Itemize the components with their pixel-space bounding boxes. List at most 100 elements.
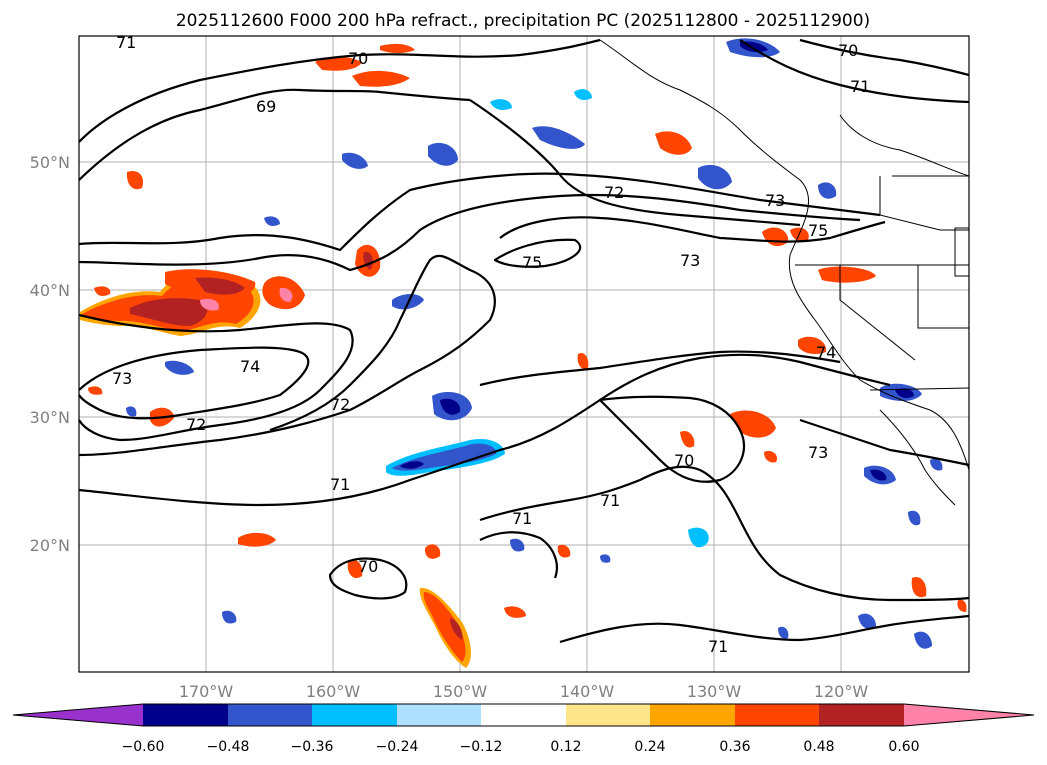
precip-blob — [279, 287, 293, 302]
precip-blob — [532, 126, 585, 149]
contour-label: 70 — [348, 49, 368, 68]
precip-blob — [870, 469, 887, 481]
lon-label: 130°W — [687, 682, 742, 701]
precip-blob — [764, 450, 778, 463]
contour-70-closed — [598, 395, 745, 483]
precip-blob — [126, 170, 144, 190]
contour-71-mid — [78, 353, 891, 507]
lat-label: 40°N — [30, 281, 70, 300]
precip-blob — [450, 618, 463, 640]
colorbar-tick-label: 0.36 — [719, 739, 750, 755]
colorbar-extend-high — [904, 704, 1034, 726]
precip-blob — [818, 182, 837, 199]
precip-blob — [930, 458, 943, 471]
contour-75 — [499, 216, 886, 243]
contour-75-closed — [493, 238, 582, 268]
precip-blob — [504, 606, 526, 618]
colorbar-segment — [397, 704, 481, 726]
precip-blob — [200, 298, 219, 311]
precip-blob — [222, 610, 237, 624]
colorbar-tick-label: 0.12 — [550, 739, 581, 755]
contour-label: 72 — [330, 395, 350, 414]
precip-blob — [264, 216, 280, 226]
precip-blob — [94, 286, 111, 296]
colorbar-segment — [566, 704, 650, 726]
map-background — [79, 36, 969, 672]
precip-blob — [400, 461, 424, 469]
colorbar-outline — [12, 703, 1035, 727]
lat-axis: 50°N 40°N 30°N 20°N — [30, 153, 70, 555]
us-mexico-border — [869, 387, 970, 391]
contour-71-ne — [739, 39, 970, 104]
contour-label: 69 — [256, 97, 276, 116]
precip-blob — [655, 131, 692, 155]
precip-blob — [342, 152, 368, 169]
colorbar-extend-low — [13, 704, 143, 726]
contour-label: 71 — [600, 491, 620, 510]
contour-label: 71 — [850, 77, 870, 96]
precip-blob — [352, 70, 410, 87]
contour-70-ne — [799, 38, 970, 77]
lon-label: 170°W — [179, 682, 234, 701]
contour-label: 71 — [512, 509, 532, 528]
precip-blob — [908, 510, 921, 526]
contour-73-east — [799, 418, 970, 467]
contour-label: 72 — [604, 183, 624, 202]
contour-label: 70 — [838, 41, 858, 60]
state-border-ca-nv — [839, 265, 916, 361]
contour-73-north — [469, 99, 801, 227]
lon-label: 120°W — [814, 682, 869, 701]
lon-label: 150°W — [433, 682, 488, 701]
colorbar-segment — [481, 704, 566, 726]
colorbar-tick-label: 0.48 — [803, 739, 834, 755]
lat-label: 50°N — [30, 153, 70, 172]
contour-71-south — [479, 465, 970, 602]
lat-label: 20°N — [30, 536, 70, 555]
precip-blob — [510, 538, 525, 552]
north-america-coastline — [599, 39, 970, 471]
precip-blob — [126, 406, 137, 417]
precip-blob — [858, 613, 876, 629]
precip-blob — [380, 43, 415, 53]
precip-blob — [577, 352, 589, 370]
lon-label: 160°W — [306, 682, 361, 701]
contour-label: 74 — [816, 343, 836, 362]
precip-blob — [238, 532, 276, 547]
colorbar-segment — [819, 704, 904, 726]
contour-69 — [78, 88, 471, 181]
coastlines — [599, 39, 970, 506]
contour-label: 71 — [116, 33, 136, 52]
refractivity-contours — [78, 38, 970, 644]
colorbar-segment — [143, 704, 228, 726]
precip-blob — [490, 99, 512, 110]
contour-label: 73 — [765, 191, 785, 210]
colorbar-tick-label: −0.48 — [207, 739, 250, 755]
precip-blob — [778, 626, 789, 639]
contour-labels: 71 70 69 72 73 75 75 73 74 73 74 72 72 7… — [112, 33, 870, 656]
contour-label: 75 — [808, 221, 828, 240]
precip-blob — [911, 576, 927, 598]
colorbar-ticks: −0.60 −0.48 −0.36 −0.24 −0.12 0.12 0.24 … — [122, 739, 920, 755]
precip-blob — [680, 430, 695, 448]
precip-blob — [88, 386, 103, 395]
precip-blob — [428, 142, 458, 166]
colorbar-tick-label: −0.12 — [460, 739, 503, 755]
contour-70-south — [328, 557, 408, 600]
contour-72-west — [78, 346, 310, 420]
baja-peninsula — [879, 409, 956, 506]
colorbar-tick-label: −0.60 — [122, 739, 165, 755]
contour-label: 72 — [186, 415, 206, 434]
contour-label: 73 — [680, 251, 700, 270]
precip-blob — [600, 554, 611, 563]
map-frame — [78, 35, 970, 673]
contour-73-mid — [479, 350, 841, 387]
precip-blob — [895, 388, 914, 398]
contour-72-b — [78, 193, 861, 272]
contour-71-loop — [479, 531, 558, 579]
lat-label: 30°N — [30, 408, 70, 427]
precip-blob — [688, 527, 709, 548]
colorbar-segment — [228, 704, 312, 726]
contour-73-west — [78, 313, 354, 442]
precip-blob — [347, 559, 363, 579]
contour-label: 70 — [674, 451, 694, 470]
